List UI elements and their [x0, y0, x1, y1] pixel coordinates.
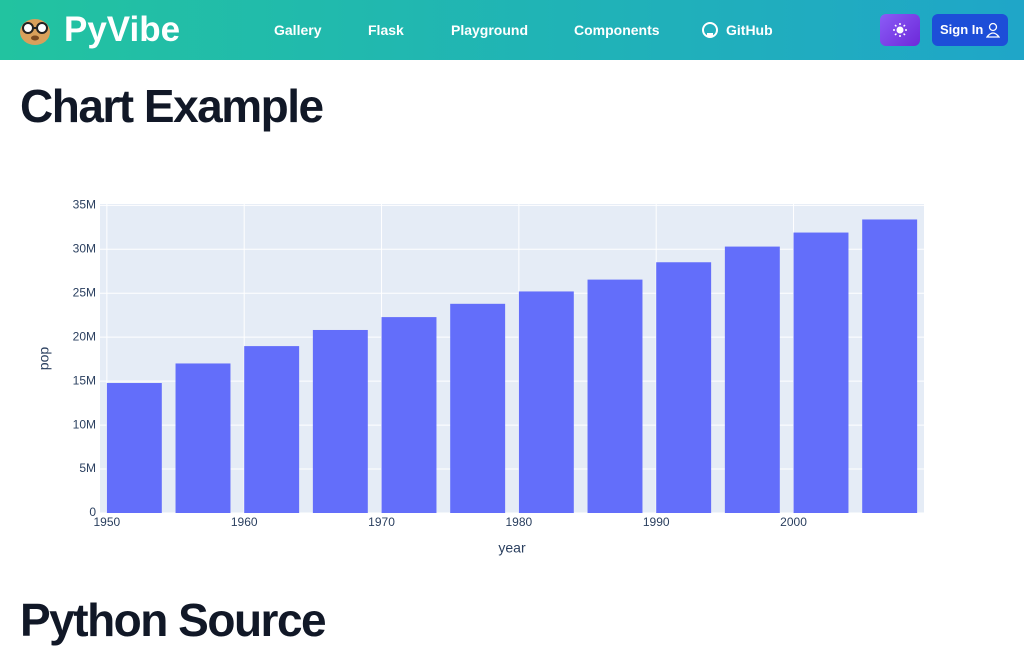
sign-in-label: Sign In	[940, 22, 984, 37]
y-tick-label: 0	[89, 505, 96, 519]
bar	[518, 291, 574, 513]
bar	[793, 232, 849, 513]
sun-icon	[893, 23, 907, 37]
y-tick-label: 5M	[79, 461, 96, 475]
bar	[106, 383, 162, 513]
y-tick-label: 10M	[73, 417, 96, 431]
bar	[656, 262, 712, 513]
x-tick-label: 1990	[643, 515, 670, 529]
bar	[587, 279, 643, 513]
nav-link[interactable]: Flask	[368, 22, 404, 38]
bar	[312, 329, 368, 513]
x-tick-label: 2000	[780, 515, 807, 529]
y-tick-label: 15M	[73, 373, 96, 387]
x-tick-label: 1950	[94, 515, 121, 529]
y-tick-label: 25M	[73, 285, 96, 299]
user-icon	[986, 22, 1000, 38]
sign-in-button[interactable]: Sign In	[932, 14, 1008, 46]
logo	[20, 19, 50, 45]
y-tick-label: 35M	[73, 197, 96, 211]
bar	[244, 346, 300, 513]
heading: Python Source	[20, 594, 327, 646]
plot-area	[100, 204, 924, 513]
x-tick-label: 1970	[368, 515, 395, 529]
nav-link[interactable]: Gallery	[274, 22, 322, 38]
heading: Chart Example	[20, 80, 324, 132]
nav-link[interactable]: GitHub	[726, 22, 773, 38]
bar	[175, 363, 231, 513]
bar	[450, 303, 506, 513]
chart: 0 5M 10M 15M 20M 25M 30M 35M 1950 1960 1970 1980 199…	[36, 197, 924, 556]
brand[interactable]: PyVibe	[64, 10, 181, 49]
bar	[724, 246, 780, 513]
y-axis-label: pop	[36, 347, 52, 371]
x-axis-label: year	[498, 540, 526, 556]
theme-toggle[interactable]	[880, 14, 920, 46]
bar	[862, 219, 918, 513]
bar	[381, 317, 437, 513]
nav-link[interactable]: Components	[574, 22, 660, 38]
y-tick-label: 20M	[73, 329, 96, 343]
x-tick-label: 1980	[506, 515, 533, 529]
nav-link[interactable]: Playground	[451, 22, 529, 38]
x-tick-label: 1960	[231, 515, 258, 529]
navbar: PyVibe Gallery Flask Playground Componen…	[0, 0, 1024, 60]
y-tick-label: 30M	[73, 241, 96, 255]
github-icon	[702, 22, 718, 38]
